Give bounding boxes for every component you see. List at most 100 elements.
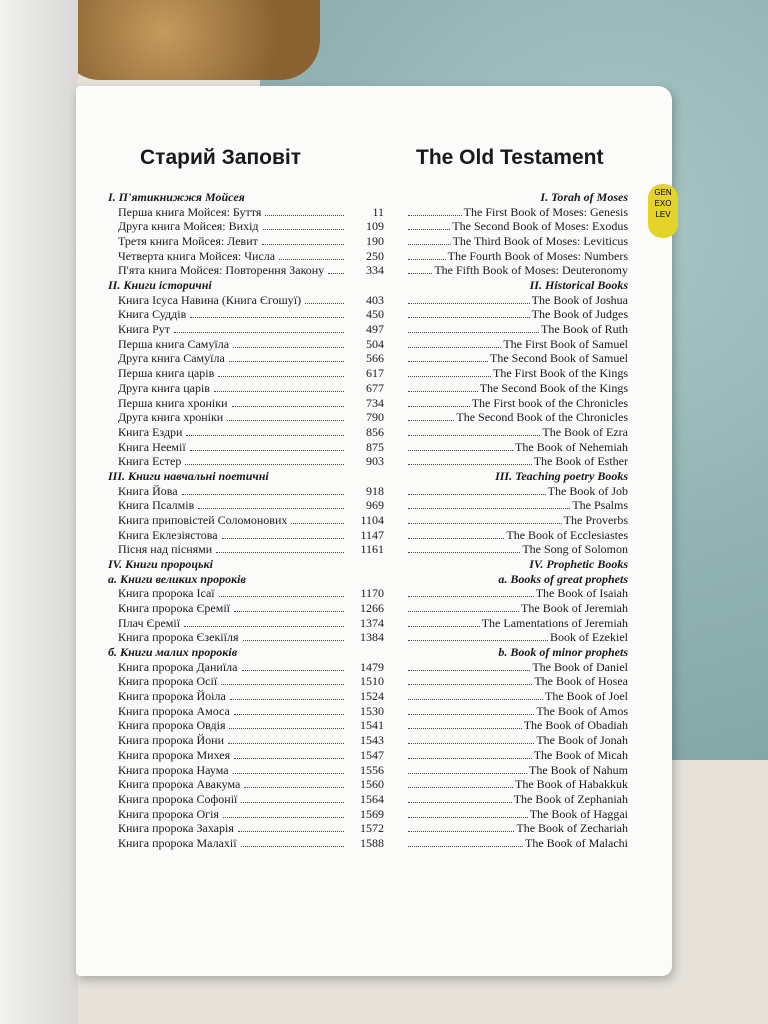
entry-uk: Книга пророка Осії (118, 674, 346, 689)
contents-row: Книга пророка Михея 1547 The Book of Micah (0, 748, 768, 763)
entry-en: The Book of Amos (404, 704, 628, 719)
book-name-en: The Second Book of the Chronicles (456, 410, 628, 425)
entry-en: The Book of Habakkuk (404, 777, 628, 792)
dot-leader (408, 821, 515, 833)
book-name-en: The Book of Joel (545, 689, 628, 704)
book-name-en: The Second Book of Moses: Exodus (452, 219, 628, 234)
contents-row: Плач Єремії 1374 The Lamentations of Jerem… (0, 616, 768, 631)
book-name-en: The Lamentations of Jeremiah (481, 615, 628, 630)
entry-uk: Книга приповістей Соломонових (118, 513, 346, 528)
book-name-en: The Book of Malachi (525, 835, 628, 850)
contents-row: Книга Суддів 450 The Book of Judges (0, 307, 768, 322)
dot-leader (328, 263, 344, 275)
page-number: 1104 (360, 512, 384, 527)
entry-uk: П'ята книга Мойсея: Повторення Закону (118, 263, 346, 278)
contents-row: Книга пророка Осії 1510 The Book of Hosea (0, 674, 768, 689)
dot-leader (408, 763, 528, 774)
contents-row: Книга Ездри 856 The Book of Ezra (0, 425, 768, 440)
page-number: 1374 (360, 615, 384, 630)
entry-en: The First book of the Chronicles (404, 396, 628, 411)
dot-leader (408, 689, 543, 701)
entry-uk: Книга Рут (118, 322, 346, 337)
contents-row: Перша книга хроніки 734 The First book of … (0, 396, 768, 411)
dot-leader (408, 396, 470, 407)
dot-leader (408, 249, 446, 260)
entry-en: The Second Book of Moses: Exodus (404, 219, 628, 234)
dot-leader (408, 586, 534, 598)
book-name-en: The Book of Ecclesiastes (506, 527, 628, 542)
entry-en: The Book of Jonah (404, 733, 628, 748)
page-number: 1572 (360, 821, 384, 836)
book-name-en: The First book of the Chronicles (471, 395, 628, 410)
page-number: 875 (366, 439, 384, 454)
page-number: 334 (366, 263, 384, 278)
book-name-en: Book of Ezekiel (550, 630, 628, 645)
book-name-uk: Книга пророка Осії (118, 674, 218, 689)
dot-leader (279, 249, 344, 260)
dot-leader (240, 836, 344, 847)
dot-leader (408, 807, 528, 818)
entry-en: The Book of Malachi (404, 836, 628, 851)
dot-leader (291, 513, 344, 524)
dot-leader (228, 351, 344, 363)
dot-leader (222, 807, 344, 818)
book-name-uk: Книга пророка Наума (118, 762, 229, 777)
dot-leader (229, 689, 344, 701)
entry-uk: Третя книга Мойсея: Левит (118, 234, 346, 249)
section-title-en: b. Book of minor prophets (498, 645, 628, 660)
book-name-uk: Друга книга Мойсея: Вихід (118, 219, 259, 234)
contents-row: Перша книга Мойсея: Буття 11 The First Boo… (0, 205, 768, 220)
entry-en: The Book of Hosea (404, 674, 628, 689)
entry-uk: Четверта книга Мойсея: Числа (118, 249, 346, 264)
dot-leader (408, 616, 480, 627)
page-number: 1147 (360, 527, 384, 542)
page-number: 403 (366, 292, 384, 307)
book-name-uk: Книга пророка Єремії (118, 601, 231, 616)
section-title-uk: II. Книги історичні (108, 278, 212, 293)
entry-en: The Fifth Book of Moses: Deuteronomy (404, 263, 628, 278)
book-name-uk: Книга Йова (118, 483, 178, 498)
entry-en: The Book of Ruth (404, 322, 628, 337)
page-number: 1384 (360, 630, 384, 645)
entry-uk: Пісня над піснями (118, 542, 346, 557)
dot-leader (408, 513, 562, 524)
entry-en: The Fourth Book of Moses: Numbers (404, 249, 628, 264)
dot-leader (233, 337, 344, 348)
book-name-uk: Книга пророка Софонії (118, 791, 238, 806)
dot-leader (408, 777, 514, 789)
page-number: 1479 (360, 659, 384, 674)
dot-leader (231, 396, 344, 407)
book-name-uk: Пісня над піснями (118, 542, 213, 557)
dot-leader (234, 601, 344, 613)
dot-leader (408, 484, 546, 495)
entry-uk: Перша книга Самуїла (118, 337, 346, 352)
page-number: 1524 (360, 689, 384, 704)
contents-row: П'ята книга Мойсея: Повторення Закону 334… (0, 263, 768, 278)
book-name-en: The Book of Hosea (534, 674, 628, 689)
page-number: 1560 (360, 777, 384, 792)
contents-row: Книга Псалмів 969 The Psalms (0, 498, 768, 513)
dot-leader (408, 630, 549, 642)
dot-leader (218, 586, 344, 598)
book-name-uk: П'ята книга Мойсея: Повторення Закону (118, 263, 325, 278)
book-name-uk: Книга пророка Йони (118, 733, 225, 748)
contents-row: Друга книга Самуїла 566 The Second Book of… (0, 351, 768, 366)
entry-en: The Third Book of Moses: Leviticus (404, 234, 628, 249)
left-page (0, 0, 78, 1024)
book-name-en: The Book of Haggai (529, 806, 628, 821)
dot-leader (265, 205, 344, 216)
section-title-uk: III. Книги навчальні поетичні (108, 468, 269, 483)
wood-beads (60, 0, 320, 80)
entry-uk: Книга пророка Михея (118, 748, 346, 763)
contents-row: Книга Неемії 875 The Book of Nehemiah (0, 440, 768, 455)
dot-leader (305, 293, 344, 304)
book-name-en: The Book of Habakkuk (515, 777, 628, 792)
page-number: 1543 (360, 733, 384, 748)
dot-leader (408, 498, 571, 510)
dot-leader (227, 410, 344, 422)
book-name-en: The Book of Joshua (531, 292, 628, 307)
book-name-uk: Друга книга Самуїла (118, 351, 225, 366)
contents-row: Книга пророка Ісаї 1170 The Book of Isaiah (0, 586, 768, 601)
contents-row: Книга Йова 918 The Book of Job (0, 484, 768, 499)
